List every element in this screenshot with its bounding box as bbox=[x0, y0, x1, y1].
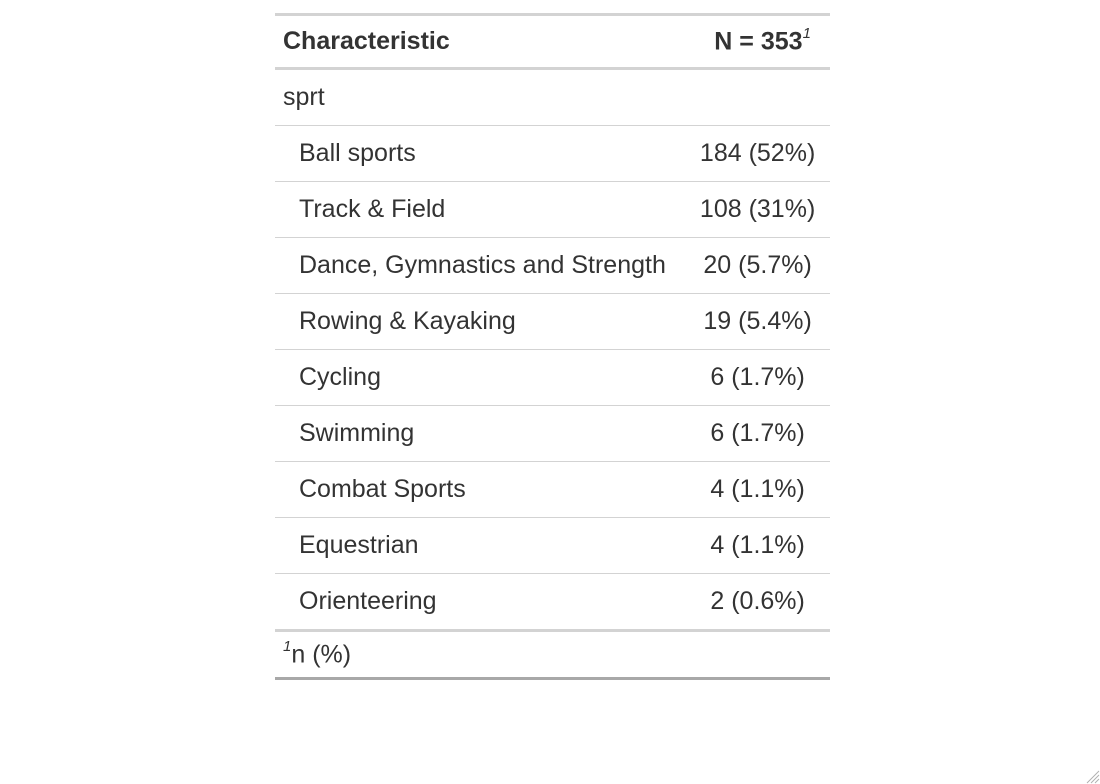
table-row: Dance, Gymnastics and Strength 20 (5.7%) bbox=[275, 237, 830, 294]
table-body: sprt Ball sports 184 (52%) Track & Field 10… bbox=[275, 69, 830, 631]
level-label: Swimming bbox=[275, 405, 696, 462]
level-label: Cycling bbox=[275, 349, 696, 406]
table-row: Equestrian 4 (1.1%) bbox=[275, 517, 830, 574]
level-label: Combat Sports bbox=[275, 461, 696, 518]
level-stat: 20 (5.7%) bbox=[695, 237, 830, 294]
summary-table: Characteristic N = 3531 sprt Ball sports… bbox=[275, 13, 830, 680]
column-header-characteristic-label: Characteristic bbox=[283, 27, 450, 55]
footnote-text: n (%) bbox=[291, 640, 352, 669]
level-stat: 108 (31%) bbox=[695, 181, 830, 238]
footnote-mark: 1 bbox=[283, 637, 292, 655]
resize-handle-icon[interactable] bbox=[1082, 766, 1100, 784]
level-stat: 19 (5.4%) bbox=[695, 293, 830, 350]
table-row: Cycling 6 (1.7%) bbox=[275, 349, 830, 406]
variable-label: sprt bbox=[283, 83, 325, 111]
table-row: Track & Field 108 (31%) bbox=[275, 181, 830, 238]
footnote: 1n (%) bbox=[275, 629, 830, 679]
level-stat: 4 (1.1%) bbox=[695, 461, 830, 518]
level-label: Orienteering bbox=[275, 573, 696, 631]
level-label: Ball sports bbox=[275, 125, 696, 182]
table-row: Orienteering 2 (0.6%) bbox=[275, 573, 830, 631]
level-label: Equestrian bbox=[275, 517, 696, 574]
column-header-n: N = 3531 bbox=[695, 14, 830, 70]
level-label: Track & Field bbox=[275, 181, 696, 238]
column-header-footnote-mark: 1 bbox=[802, 24, 811, 42]
table-row: Combat Sports 4 (1.1%) bbox=[275, 461, 830, 518]
column-header-n-label: N = 353 bbox=[714, 27, 803, 56]
table-row: Ball sports 184 (52%) bbox=[275, 125, 830, 182]
variable-value-cell bbox=[695, 69, 830, 126]
variable-row: sprt bbox=[275, 69, 830, 126]
table-row: Swimming 6 (1.7%) bbox=[275, 405, 830, 462]
column-header-characteristic: Characteristic bbox=[275, 14, 696, 70]
level-stat: 2 (0.6%) bbox=[695, 573, 830, 631]
level-label: Dance, Gymnastics and Strength bbox=[275, 237, 696, 294]
table-header-row: Characteristic N = 3531 bbox=[275, 14, 830, 70]
footnote-row: 1n (%) bbox=[275, 629, 830, 679]
level-stat: 4 (1.1%) bbox=[695, 517, 830, 574]
level-label: Rowing & Kayaking bbox=[275, 293, 696, 350]
level-stat: 6 (1.7%) bbox=[695, 405, 830, 462]
level-stat: 184 (52%) bbox=[695, 125, 830, 182]
level-stat: 6 (1.7%) bbox=[695, 349, 830, 406]
table-row: Rowing & Kayaking 19 (5.4%) bbox=[275, 293, 830, 350]
